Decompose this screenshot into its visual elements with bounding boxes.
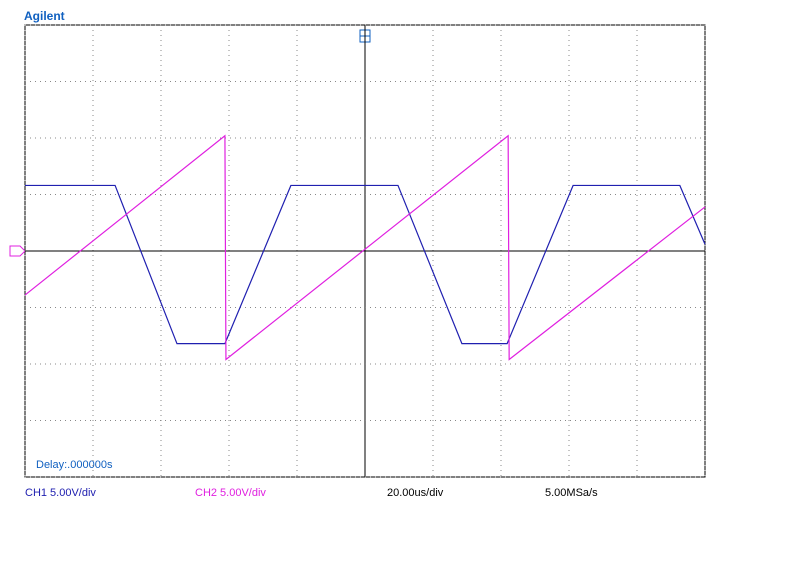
sample-rate-label: 5.00MSa/s bbox=[545, 487, 598, 499]
trace bbox=[25, 184, 706, 345]
ground-marker bbox=[9, 245, 26, 257]
timebase-label: 20.00us/div bbox=[387, 487, 444, 499]
trace bbox=[24, 134, 706, 361]
brand-title: Agilent bbox=[24, 9, 65, 23]
legend-entry: CH2 5.00V/div bbox=[195, 487, 266, 499]
delay-annotation: Delay:.000000s bbox=[36, 459, 113, 471]
legend-entry: CH1 5.00V/div bbox=[25, 487, 96, 499]
